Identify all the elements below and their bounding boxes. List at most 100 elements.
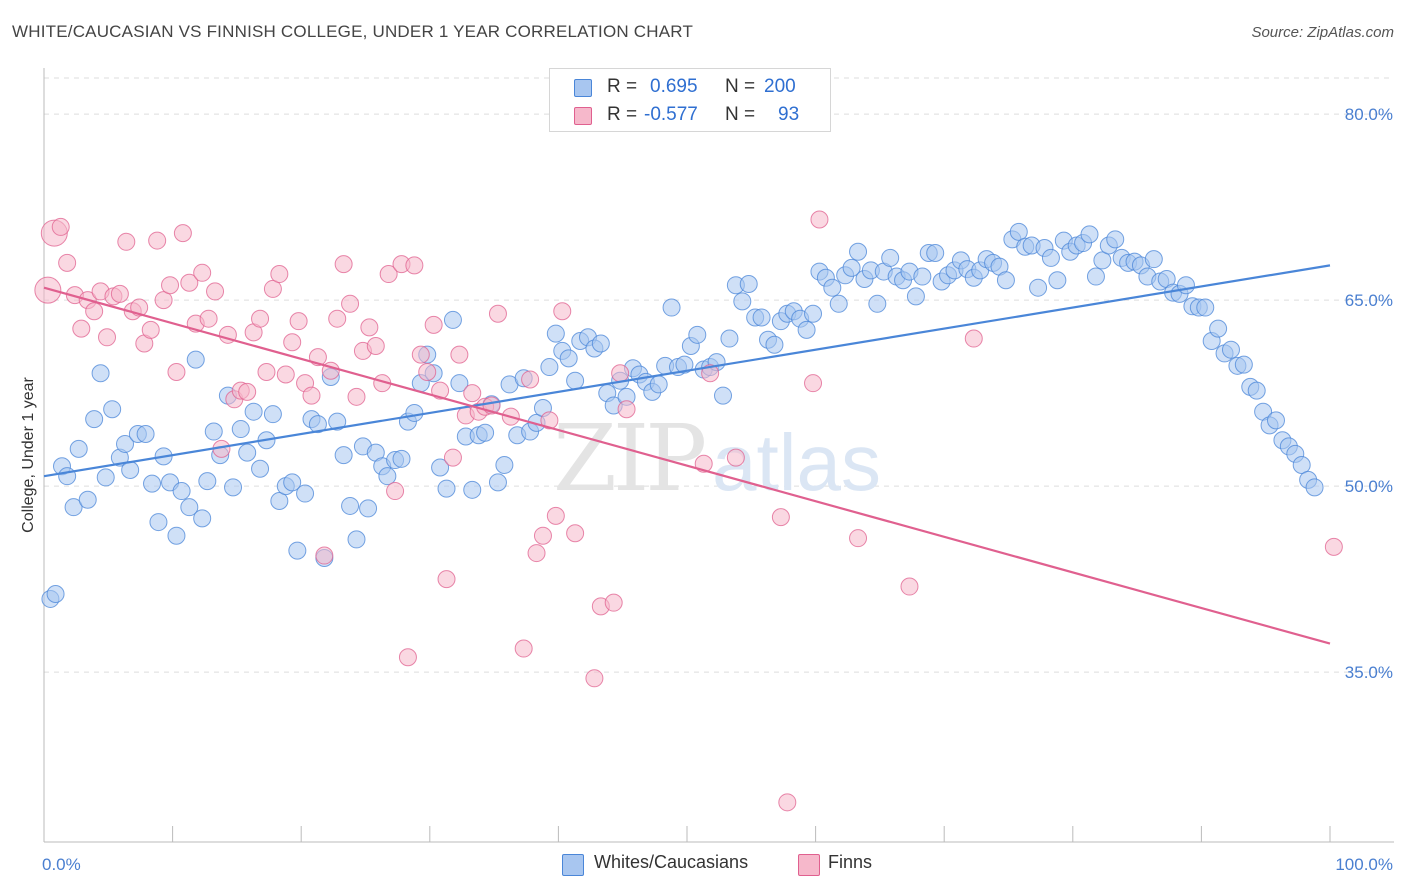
point-whites — [662, 298, 681, 317]
point-finns — [849, 529, 868, 548]
point-finns — [418, 363, 437, 382]
point-whites — [720, 329, 739, 348]
bottom-legend-label-whites: Whites/Caucasians — [594, 852, 749, 872]
point-finns — [546, 506, 565, 525]
trend-lines — [43, 264, 1331, 645]
point-finns — [110, 284, 129, 303]
point-whites — [649, 375, 668, 394]
point-finns — [51, 217, 70, 236]
bottom-legend-swatch-finns — [798, 854, 820, 876]
point-finns — [566, 524, 585, 543]
point-whites — [64, 498, 83, 517]
point-finns — [617, 400, 636, 419]
x-tick-label: 100.0% — [1335, 855, 1393, 874]
point-whites — [823, 278, 842, 297]
watermark: ZIP atlas — [553, 405, 881, 512]
point-finns — [386, 482, 405, 501]
point-finns — [411, 345, 430, 364]
point-whites — [566, 371, 585, 390]
point-whites — [1029, 278, 1048, 297]
point-finns — [964, 329, 983, 348]
point-whites — [78, 490, 97, 509]
point-whites — [688, 325, 707, 344]
trend-line-finns — [43, 286, 1331, 645]
point-whites — [733, 292, 752, 311]
bottom-legend-label-finns: Finns — [828, 852, 873, 872]
point-whites — [881, 248, 900, 267]
point-whites — [739, 274, 758, 293]
y-tick-label: 35.0% — [1345, 663, 1393, 682]
point-whites — [167, 526, 186, 545]
point-whites — [868, 294, 887, 313]
y-tick-label: 80.0% — [1345, 105, 1393, 124]
point-finns — [437, 570, 456, 589]
point-whites — [296, 484, 315, 503]
point-whites — [1234, 355, 1253, 374]
point-whites — [1080, 225, 1099, 244]
point-whites — [91, 364, 110, 383]
point-whites — [180, 498, 199, 517]
point-whites — [103, 400, 122, 419]
point-whites — [172, 482, 191, 501]
point-whites — [1106, 230, 1125, 249]
point-whites — [143, 474, 162, 493]
point-finns — [238, 382, 257, 401]
point-finns — [154, 291, 173, 310]
point-finns — [900, 577, 919, 596]
point-whites — [546, 324, 565, 343]
point-finns — [72, 319, 91, 338]
gridlines — [44, 77, 1394, 673]
legend-r-value: -0.577 — [644, 104, 698, 125]
point-finns — [251, 309, 270, 328]
point-finns — [161, 276, 180, 295]
point-whites — [996, 271, 1015, 290]
point-whites — [463, 480, 482, 499]
point-whites — [714, 386, 733, 405]
point-whites — [765, 335, 784, 354]
point-finns — [450, 345, 469, 364]
legend-n-label: N = — [725, 76, 756, 97]
point-whites — [85, 410, 104, 429]
point-finns — [398, 648, 417, 667]
point-whites — [341, 496, 360, 515]
axes — [43, 68, 1394, 843]
point-finns — [604, 593, 623, 612]
point-whites — [1305, 478, 1324, 497]
point-finns — [431, 381, 450, 400]
point-whites — [244, 402, 263, 421]
legend-swatch-finns — [574, 107, 592, 125]
point-finns — [98, 328, 117, 347]
point-finns — [1324, 537, 1343, 556]
point-whites — [804, 304, 823, 323]
point-finns — [334, 255, 353, 274]
point-whites — [96, 468, 115, 487]
point-whites — [224, 478, 243, 497]
point-whites — [392, 449, 411, 468]
point-whites — [1144, 250, 1163, 269]
legend-row-whites: R = 0.695 N = 200 — [550, 74, 830, 102]
point-finns — [443, 448, 462, 467]
point-finns — [804, 374, 823, 393]
point-finns — [810, 210, 829, 229]
point-finns — [366, 336, 385, 355]
point-finns — [553, 302, 572, 321]
point-whites — [1041, 248, 1060, 267]
point-whites — [58, 467, 77, 486]
point-whites — [1266, 411, 1285, 430]
point-finns — [328, 309, 347, 328]
point-whites — [116, 434, 135, 453]
point-finns — [527, 544, 546, 563]
point-whites — [540, 358, 559, 377]
point-finns — [315, 546, 334, 565]
point-finns — [585, 669, 604, 688]
correlation-legend: R = 0.695 N = 200 R = -0.577 N = 93 — [549, 68, 831, 132]
source-label: Source: ZipAtlas.com — [1251, 24, 1394, 41]
point-whites — [797, 320, 816, 339]
point-whites — [1086, 267, 1105, 286]
point-whites — [136, 425, 155, 444]
chart-title: WHITE/CAUCASIAN VS FINNISH COLLEGE, UNDE… — [12, 22, 694, 41]
y-tick-label: 50.0% — [1345, 477, 1393, 496]
point-whites — [1176, 276, 1195, 295]
point-whites — [1247, 381, 1266, 400]
